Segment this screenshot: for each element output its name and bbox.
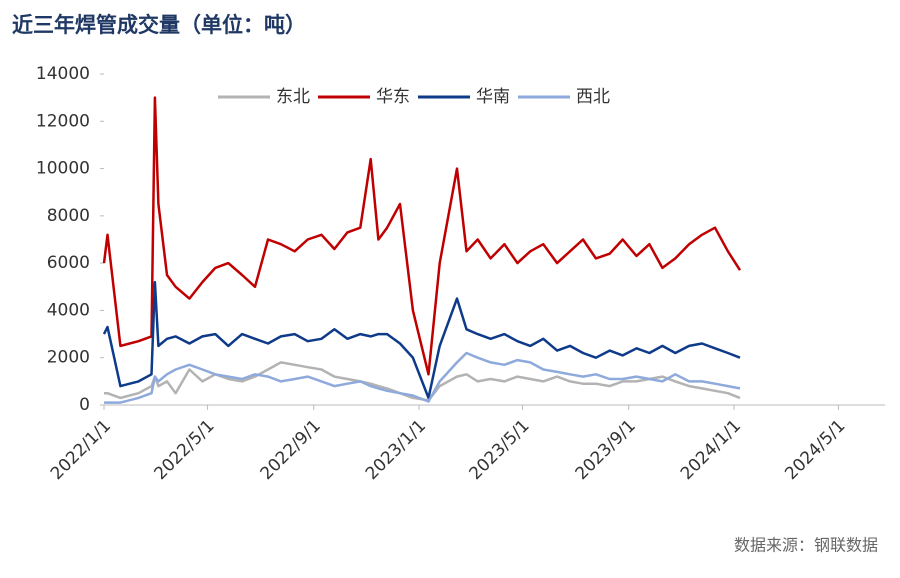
x-tick-label: 2024/1/1 bbox=[677, 416, 745, 484]
legend-label: 东北 bbox=[276, 87, 310, 107]
y-tick-label: 12000 bbox=[36, 111, 90, 131]
y-tick-label: 8000 bbox=[47, 206, 90, 226]
y-tick-label: 14000 bbox=[36, 64, 90, 84]
y-tick-label: 0 bbox=[79, 395, 90, 415]
x-tick-label: 2022/5/1 bbox=[150, 416, 218, 484]
legend-label: 西北 bbox=[576, 87, 610, 107]
x-tick-label: 2022/1/1 bbox=[47, 416, 115, 484]
x-tick-label: 2023/9/1 bbox=[572, 416, 640, 484]
y-tick-label: 6000 bbox=[47, 253, 90, 273]
series-line bbox=[102, 96, 742, 376]
x-tick-label: 2024/5/1 bbox=[781, 416, 849, 484]
series-line bbox=[104, 351, 741, 404]
chart-title: 近三年焊管成交量（单位：吨） bbox=[12, 13, 306, 37]
legend-label: 华东 bbox=[376, 87, 410, 107]
source-note: 数据来源：钢联数据 bbox=[734, 536, 878, 555]
legend-label: 华南 bbox=[476, 87, 510, 107]
x-tick-label: 2023/1/1 bbox=[362, 416, 430, 484]
x-tick-label: 2023/5/1 bbox=[465, 416, 533, 484]
y-tick-label: 4000 bbox=[47, 300, 90, 320]
x-tick-label: 2022/9/1 bbox=[257, 416, 325, 484]
y-tick-label: 10000 bbox=[36, 159, 90, 179]
y-tick-label: 2000 bbox=[47, 348, 90, 368]
series-line bbox=[102, 280, 741, 400]
